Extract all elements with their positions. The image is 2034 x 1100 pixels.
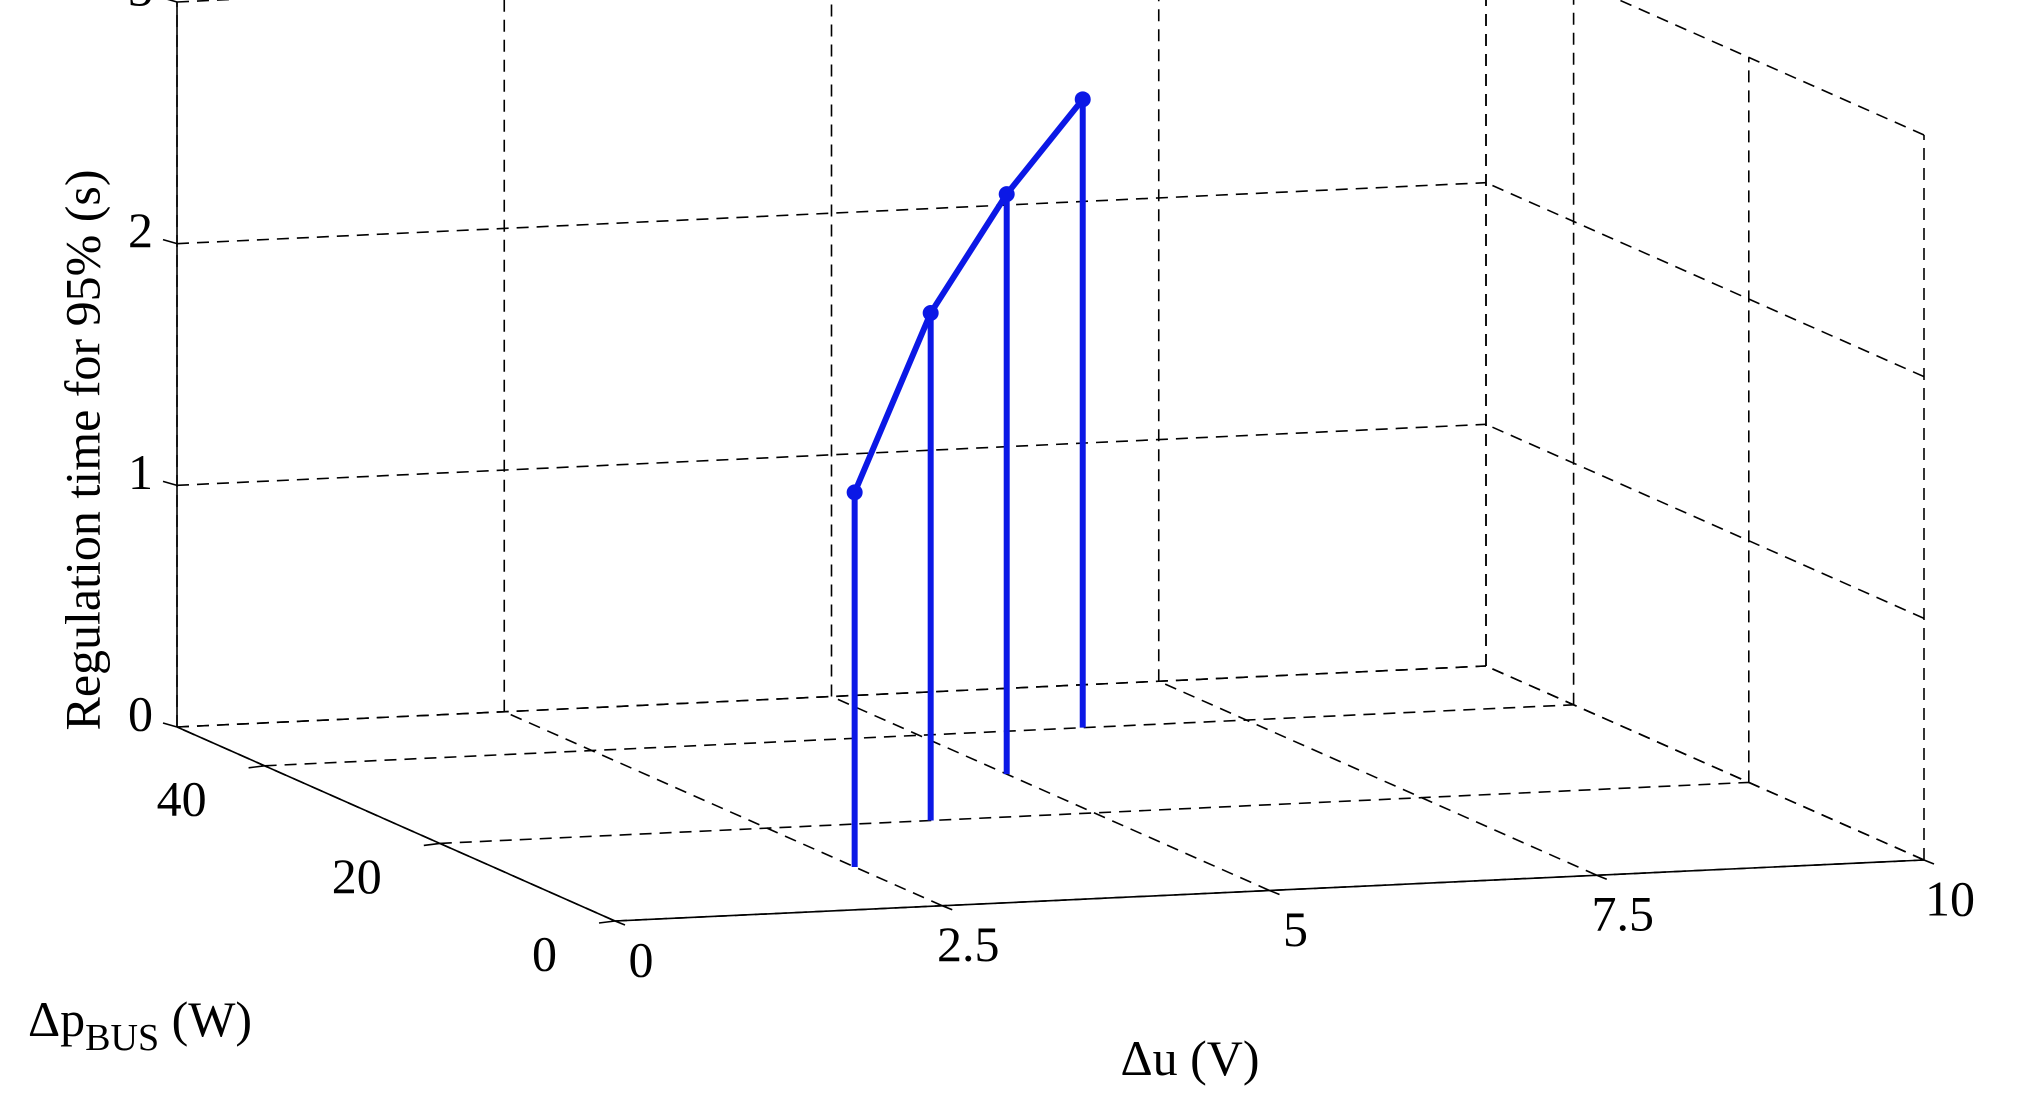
x-tick-label: 2.5 (937, 916, 1000, 972)
z-tick-label: 2 (128, 202, 153, 258)
x-tick-label: 10 (1925, 870, 1975, 926)
x-tick (1596, 874, 1608, 880)
x-tick (614, 920, 626, 926)
grid-layer (176, 0, 1925, 922)
y-tick (598, 920, 616, 924)
label-layer: Regulation time for 95% (s) Δu (V) ΔpBUS… (28, 0, 1975, 1086)
grid-line-floor-x (503, 711, 943, 907)
grid-line-side-z (1485, 181, 1925, 378)
data-point (1074, 91, 1091, 108)
y-axis-line (176, 726, 616, 922)
x-tick-label: 0 (629, 931, 654, 987)
series-layer (846, 91, 1091, 867)
y-axis-label-sub: BUS (85, 1017, 159, 1059)
axis-layer (162, 0, 1935, 926)
grid-line-side-z (1617, 0, 1925, 136)
data-point (998, 186, 1015, 203)
y-tick (423, 842, 440, 847)
y-axis-label-main: Δp (28, 991, 85, 1047)
z-axis-label: Regulation time for 95% (s) (54, 170, 110, 731)
grid-line-side-z (1485, 665, 1925, 861)
z-tick (162, 480, 178, 487)
grid-line-side-z (1485, 423, 1925, 620)
z-tick (167, 0, 178, 3)
y-tick-label: 0 (532, 925, 557, 981)
z-tick-label: 3 (128, 0, 153, 16)
series-line (851, 97, 1086, 494)
grid-line-back-z (176, 0, 238, 3)
x-tick-label: 5 (1283, 901, 1308, 957)
x-tick (1923, 859, 1935, 865)
y-axis-label-unit: (W) (159, 991, 252, 1047)
z-tick (162, 238, 178, 245)
y-tick-label: 40 (157, 770, 207, 826)
y-axis-label: ΔpBUS (W) (28, 991, 252, 1059)
y-tick-label: 20 (332, 848, 382, 904)
grid-line-floor-x (1158, 680, 1598, 876)
x-tick-label: 7.5 (1592, 886, 1655, 942)
grid-line-floor-x (831, 695, 1270, 892)
z-tick (162, 722, 178, 728)
data-point (846, 484, 863, 501)
z-tick-label: 1 (128, 444, 153, 500)
z-tick-label: 0 (128, 685, 153, 741)
y-tick (248, 765, 265, 769)
x-tick (941, 905, 953, 911)
x-axis-label: Δu (V) (1120, 1030, 1259, 1086)
x-tick (1269, 889, 1280, 896)
data-point (922, 305, 939, 322)
